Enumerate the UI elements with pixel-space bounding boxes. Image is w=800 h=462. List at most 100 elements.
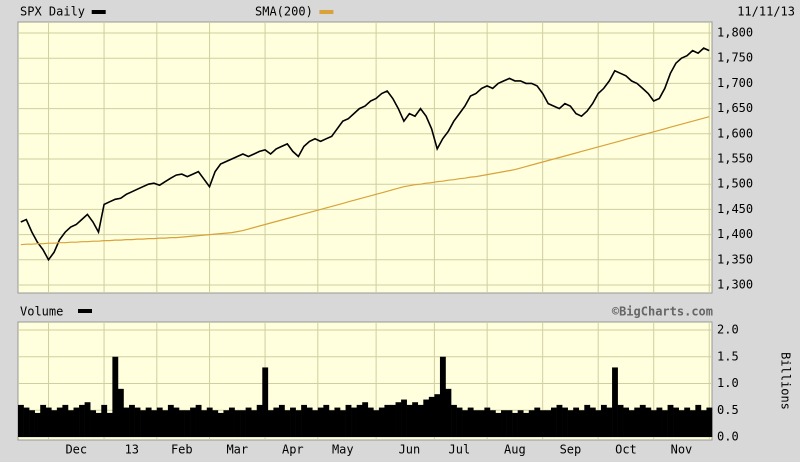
volume-bar xyxy=(262,367,269,437)
volume-bar xyxy=(51,410,58,437)
volume-bar xyxy=(273,407,280,437)
volume-bar xyxy=(700,410,707,437)
volume-bar xyxy=(395,402,402,437)
volume-bar xyxy=(534,407,541,437)
volume-bar xyxy=(290,407,296,437)
volume-bar xyxy=(684,407,691,437)
volume-bar xyxy=(389,404,396,437)
volume-bar xyxy=(662,410,668,437)
volume-bar xyxy=(84,402,91,437)
y-tick-label: 1,400 xyxy=(717,227,753,241)
volume-bar xyxy=(123,407,130,437)
y-tick-label: 1.5 xyxy=(717,349,739,363)
volume-bar xyxy=(484,407,491,437)
volume-bar xyxy=(550,407,557,437)
volume-bar xyxy=(478,410,485,437)
volume-bar xyxy=(284,410,291,437)
y-tick-label: 2.0 xyxy=(717,323,739,337)
volume-bar xyxy=(489,410,496,437)
x-tick-label: Nov xyxy=(671,443,693,457)
volume-bar xyxy=(567,410,574,437)
volume-bar xyxy=(645,407,652,437)
volume-bar xyxy=(623,407,630,437)
volume-bar xyxy=(95,412,102,437)
volume-bar xyxy=(495,412,502,437)
volume-bar xyxy=(201,410,208,437)
volume-bar xyxy=(367,407,374,437)
volume-bar xyxy=(417,404,424,437)
volume-bar xyxy=(406,404,413,437)
volume-bar xyxy=(650,410,657,437)
volume-bar xyxy=(306,407,313,437)
volume-bar xyxy=(90,410,97,437)
volume-bar xyxy=(634,407,641,437)
volume-bar xyxy=(451,404,457,437)
x-tick-label: Aug xyxy=(504,443,526,457)
volume-bar xyxy=(678,410,685,437)
volume-bar xyxy=(556,404,563,437)
volume-bar xyxy=(578,410,585,437)
volume-bar xyxy=(412,402,419,437)
volume-bar xyxy=(312,410,319,437)
volume-bar xyxy=(462,410,469,437)
volume-bar xyxy=(217,412,224,437)
volume-bar xyxy=(228,407,235,437)
y-tick-label: 1,750 xyxy=(717,51,753,65)
price-plot xyxy=(17,21,713,294)
y-tick-label: 1,700 xyxy=(717,76,753,90)
y-tick-label: 1,350 xyxy=(717,252,753,266)
volume-bar xyxy=(134,407,141,437)
y-tick-label: 1,300 xyxy=(717,278,753,292)
volume-bar xyxy=(334,407,341,437)
y-tick-label: 1.0 xyxy=(717,376,739,390)
volume-bar xyxy=(151,410,158,437)
volume-bar xyxy=(589,407,596,437)
volume-bar xyxy=(184,410,191,437)
volume-bar xyxy=(317,407,324,437)
volume-bar xyxy=(195,404,202,437)
volume-bar xyxy=(423,399,430,437)
volume-bar xyxy=(439,356,446,437)
volume-bar xyxy=(384,404,391,437)
volume-bar xyxy=(101,404,108,437)
volume-bar xyxy=(301,404,308,437)
y-tick-label: 1,650 xyxy=(717,101,753,115)
legend-label: SMA(200) xyxy=(255,5,313,19)
volume-bar xyxy=(145,407,152,437)
x-tick-label: Jun xyxy=(399,443,421,457)
x-tick-label: May xyxy=(332,443,354,457)
series-line xyxy=(20,47,710,262)
volume-bar xyxy=(112,356,119,437)
volume-bar xyxy=(345,404,352,437)
volume-bar xyxy=(639,404,646,437)
volume-bar xyxy=(600,404,607,437)
volume-title: Volume xyxy=(20,305,63,319)
volume-bar xyxy=(501,410,507,437)
volume-bar xyxy=(62,404,69,437)
volume-bar xyxy=(223,410,230,437)
volume-bar xyxy=(295,410,302,437)
volume-bar xyxy=(695,404,702,437)
y-tick-label: 1,450 xyxy=(717,202,753,216)
legend-label: SPX Daily xyxy=(20,5,85,19)
x-tick-label: Feb xyxy=(171,443,193,457)
volume-bar xyxy=(539,410,546,437)
volume-bar xyxy=(206,407,213,437)
volume-bar xyxy=(523,412,530,437)
volume-bar xyxy=(106,412,113,437)
volume-bar xyxy=(656,407,663,437)
volume-bar xyxy=(595,410,602,437)
y-tick-label: 0.0 xyxy=(717,430,739,444)
legend-swatch xyxy=(319,10,334,14)
volume-bar xyxy=(129,404,135,437)
x-tick-label: Dec xyxy=(65,443,87,457)
y-tick-label: 0.5 xyxy=(717,403,739,417)
volume-bar xyxy=(167,404,174,437)
volume-bar xyxy=(401,399,407,437)
volume-bar xyxy=(278,404,285,437)
volume-bar xyxy=(323,404,330,437)
volume-bar xyxy=(673,407,679,437)
volume-bar xyxy=(617,404,624,437)
volume-bar xyxy=(34,412,41,437)
volume-bar xyxy=(245,407,252,437)
